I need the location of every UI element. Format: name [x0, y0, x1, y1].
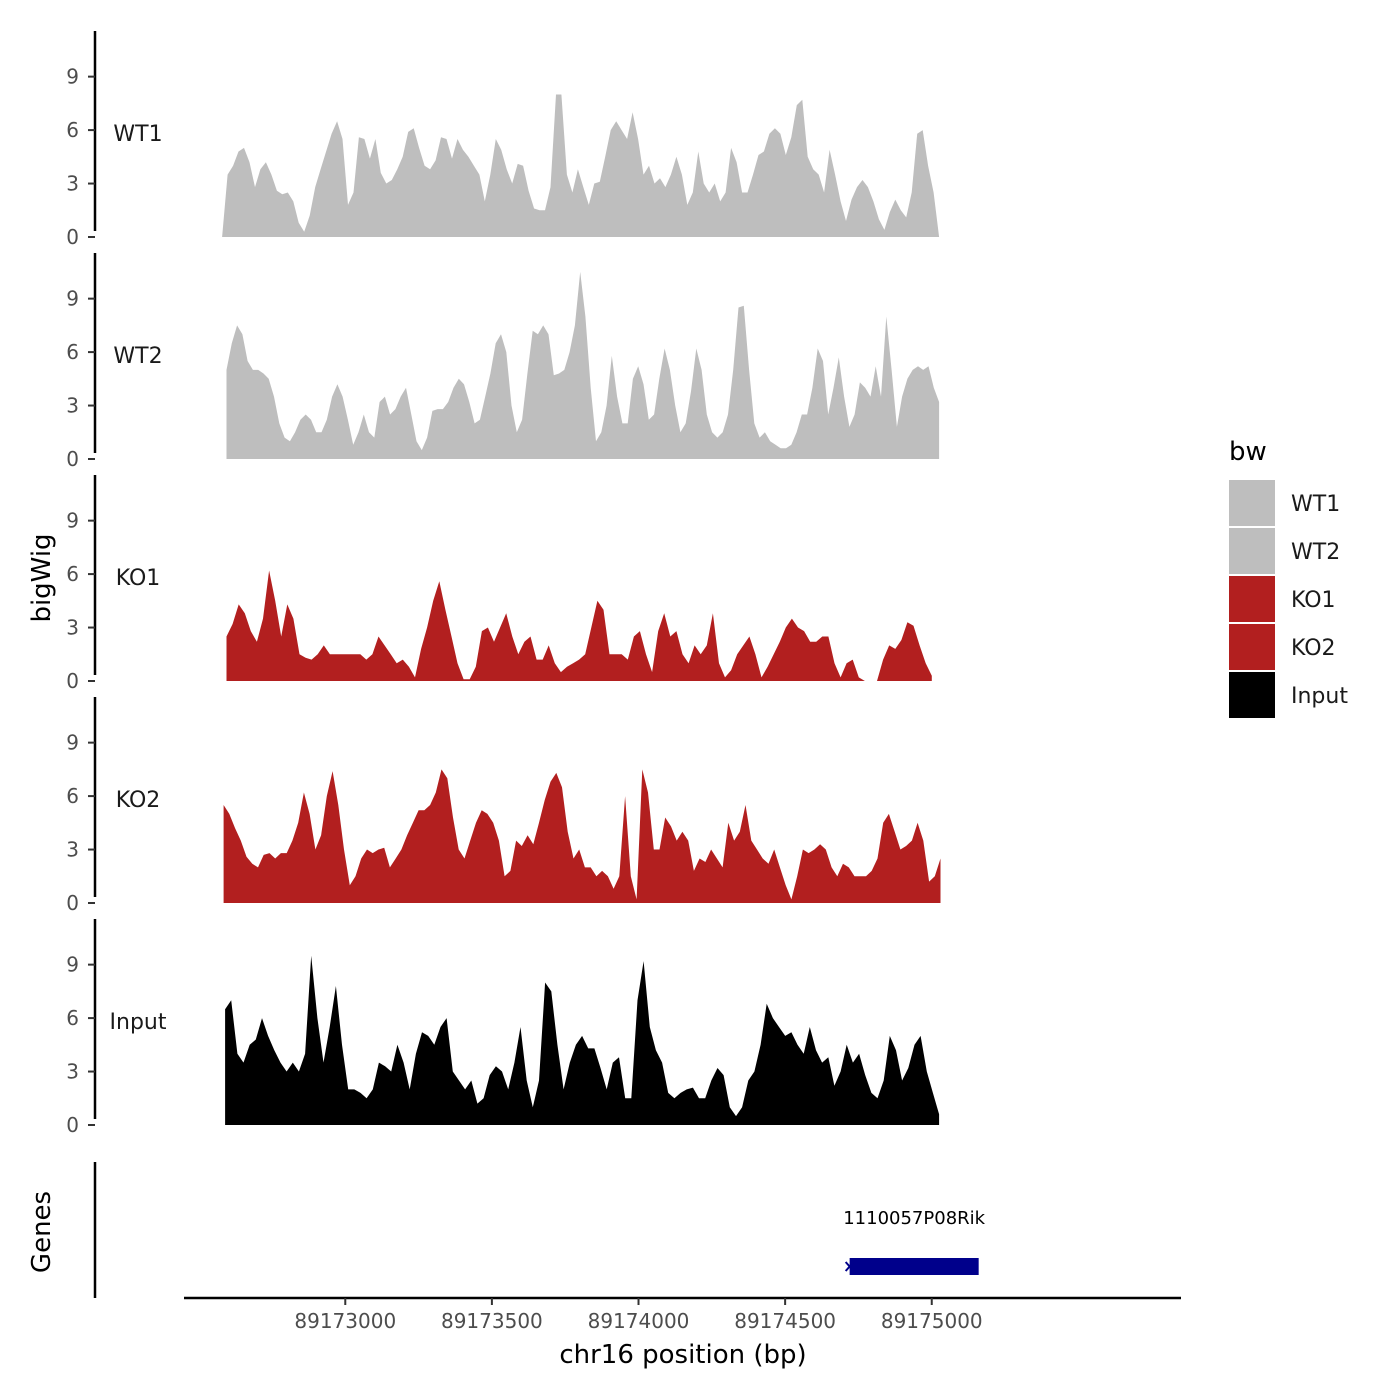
y-tick-label: 6 [66, 340, 79, 364]
y-tick-label: 6 [66, 562, 79, 586]
y-tick-label: 9 [66, 731, 79, 755]
x-tick-label: 89173500 [441, 1309, 543, 1333]
track-wt2: 0 3 6 9 WT2 [66, 253, 940, 471]
track-label: KO2 [116, 788, 161, 813]
gene-body [849, 1258, 979, 1275]
y-tick-label: 6 [66, 1006, 79, 1030]
track-wt1: 0 3 6 9 WT1 [66, 31, 940, 249]
legend-swatch [1229, 672, 1275, 718]
legend-label: KO1 [1291, 588, 1336, 613]
genes-axis-title: Genes [27, 1191, 57, 1273]
y-tick-label: 0 [66, 225, 79, 249]
track-input: 0 3 6 9 Input [66, 919, 940, 1137]
legend-item-ko1: KO1 [1229, 576, 1336, 622]
legend-item-wt1: WT1 [1229, 480, 1340, 526]
track-ko1: 0 3 6 9 KO1 [66, 475, 932, 693]
x-tick-label: 89174500 [734, 1309, 836, 1333]
gene-label: 1110057P08Rik [843, 1208, 985, 1229]
area-ko2 [223, 769, 941, 903]
legend-label: KO2 [1291, 636, 1336, 661]
legend-swatch [1229, 576, 1275, 622]
y-tick-label: 9 [66, 287, 79, 311]
y-tick-label: 6 [66, 784, 79, 808]
genes-panel: 1110057P08Rik [93, 1162, 986, 1298]
x-axis: 89173000 89173500 89174000 89174500 89175000 [184, 1296, 1181, 1333]
legend-title: bw [1229, 437, 1267, 467]
x-tick-label: 89174000 [588, 1309, 690, 1333]
y-tick-label: 0 [66, 669, 79, 693]
y-tick-label: 6 [66, 118, 79, 142]
y-tick-label: 0 [66, 891, 79, 915]
area-wt2 [226, 271, 940, 459]
y-tick-label: 3 [66, 838, 79, 862]
track-label: WT2 [113, 344, 162, 369]
area-wt1 [222, 94, 940, 237]
strand-arrow-icon [844, 1261, 855, 1272]
legend-item-wt2: WT2 [1229, 528, 1340, 574]
x-axis-title: chr16 position (bp) [559, 1340, 806, 1370]
legend: bw WT1 WT2 KO1 KO2 Input [1229, 437, 1348, 718]
track-ko2: 0 3 6 9 KO2 [66, 697, 941, 915]
area-input [225, 955, 940, 1125]
legend-label: WT2 [1291, 540, 1340, 565]
y-tick-label: 0 [66, 1113, 79, 1137]
track-label: KO1 [116, 566, 161, 591]
y-tick-label: 9 [66, 953, 79, 977]
legend-label: Input [1291, 684, 1348, 709]
legend-swatch [1229, 624, 1275, 670]
gene: 1110057P08Rik [843, 1208, 986, 1275]
legend-item-ko2: KO2 [1229, 624, 1336, 670]
legend-swatch [1229, 480, 1275, 526]
y-tick-label: 3 [66, 394, 79, 418]
area-ko1 [226, 570, 932, 681]
y-tick-label: 9 [66, 509, 79, 533]
legend-swatch [1229, 528, 1275, 574]
legend-label: WT1 [1291, 492, 1340, 517]
y-tick-label: 3 [66, 1060, 79, 1084]
y-tick-label: 3 [66, 172, 79, 196]
tracks-panel: 0 3 6 9 WT1 0 3 6 9 WT2 0 3 6 9 KO1 0 3 6 9 KO2 0 3 6 9 Input [66, 31, 941, 1137]
x-tick-label: 89173000 [294, 1309, 396, 1333]
y-tick-label: 3 [66, 616, 79, 640]
y-tick-label: 0 [66, 447, 79, 471]
track-label: WT1 [113, 122, 162, 147]
y-axis-title: bigWig [27, 533, 57, 622]
y-tick-label: 9 [66, 65, 79, 89]
track-label: Input [110, 1010, 167, 1035]
legend-item-input: Input [1229, 672, 1348, 718]
x-tick-label: 89175000 [881, 1309, 983, 1333]
